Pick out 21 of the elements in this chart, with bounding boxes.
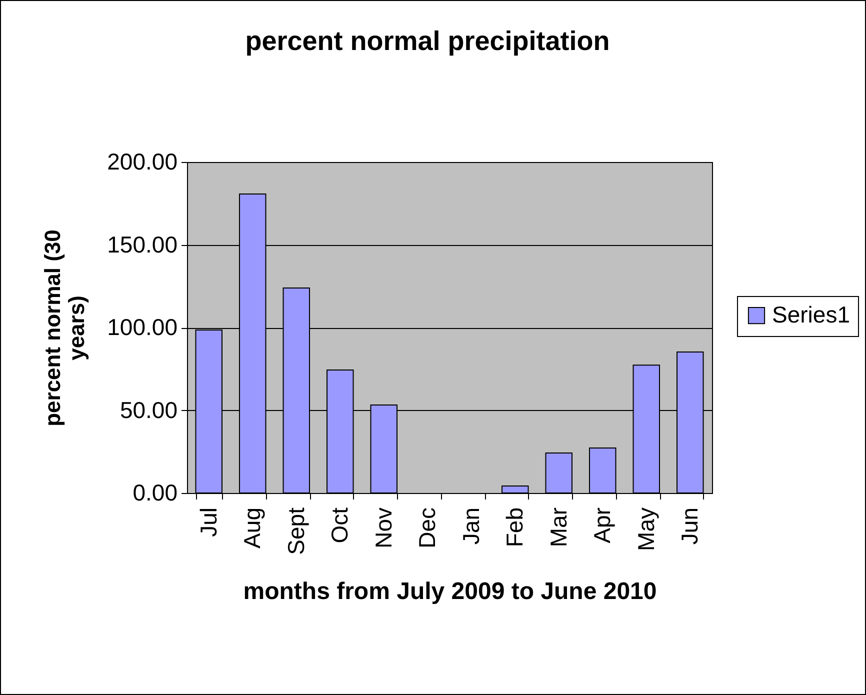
y-tick-label: 200.00 <box>107 148 178 174</box>
x-tick-label: Feb <box>502 508 528 548</box>
x-tick-label: Jul <box>195 508 222 537</box>
y-tick-label: 100.00 <box>107 314 178 340</box>
y-axis-title: percent normal (30 years) <box>40 230 90 426</box>
x-tick-label: Aug <box>239 508 266 548</box>
x-tick-label: May <box>632 507 659 551</box>
y-tick-label: 50.00 <box>120 396 178 423</box>
x-tick-label: Jan <box>458 508 484 545</box>
legend-label: Series1 <box>772 302 850 328</box>
x-axis-title: months from July 2009 to June 2010 <box>243 578 657 605</box>
x-tick-label: Oct <box>326 506 353 544</box>
chart-title: percent normal precipitation <box>245 26 610 56</box>
x-tick-label: Sept <box>282 506 309 555</box>
y-tick-label: 150.00 <box>107 231 178 258</box>
x-tick-label: Dec <box>414 508 440 548</box>
x-tick-label: Jun <box>676 508 703 545</box>
x-tick-label: Nov <box>370 507 396 548</box>
y-tick-label: 0.00 <box>132 480 178 506</box>
x-tick-label: Mar <box>545 507 572 548</box>
x-tick-label: Apr <box>589 507 616 544</box>
